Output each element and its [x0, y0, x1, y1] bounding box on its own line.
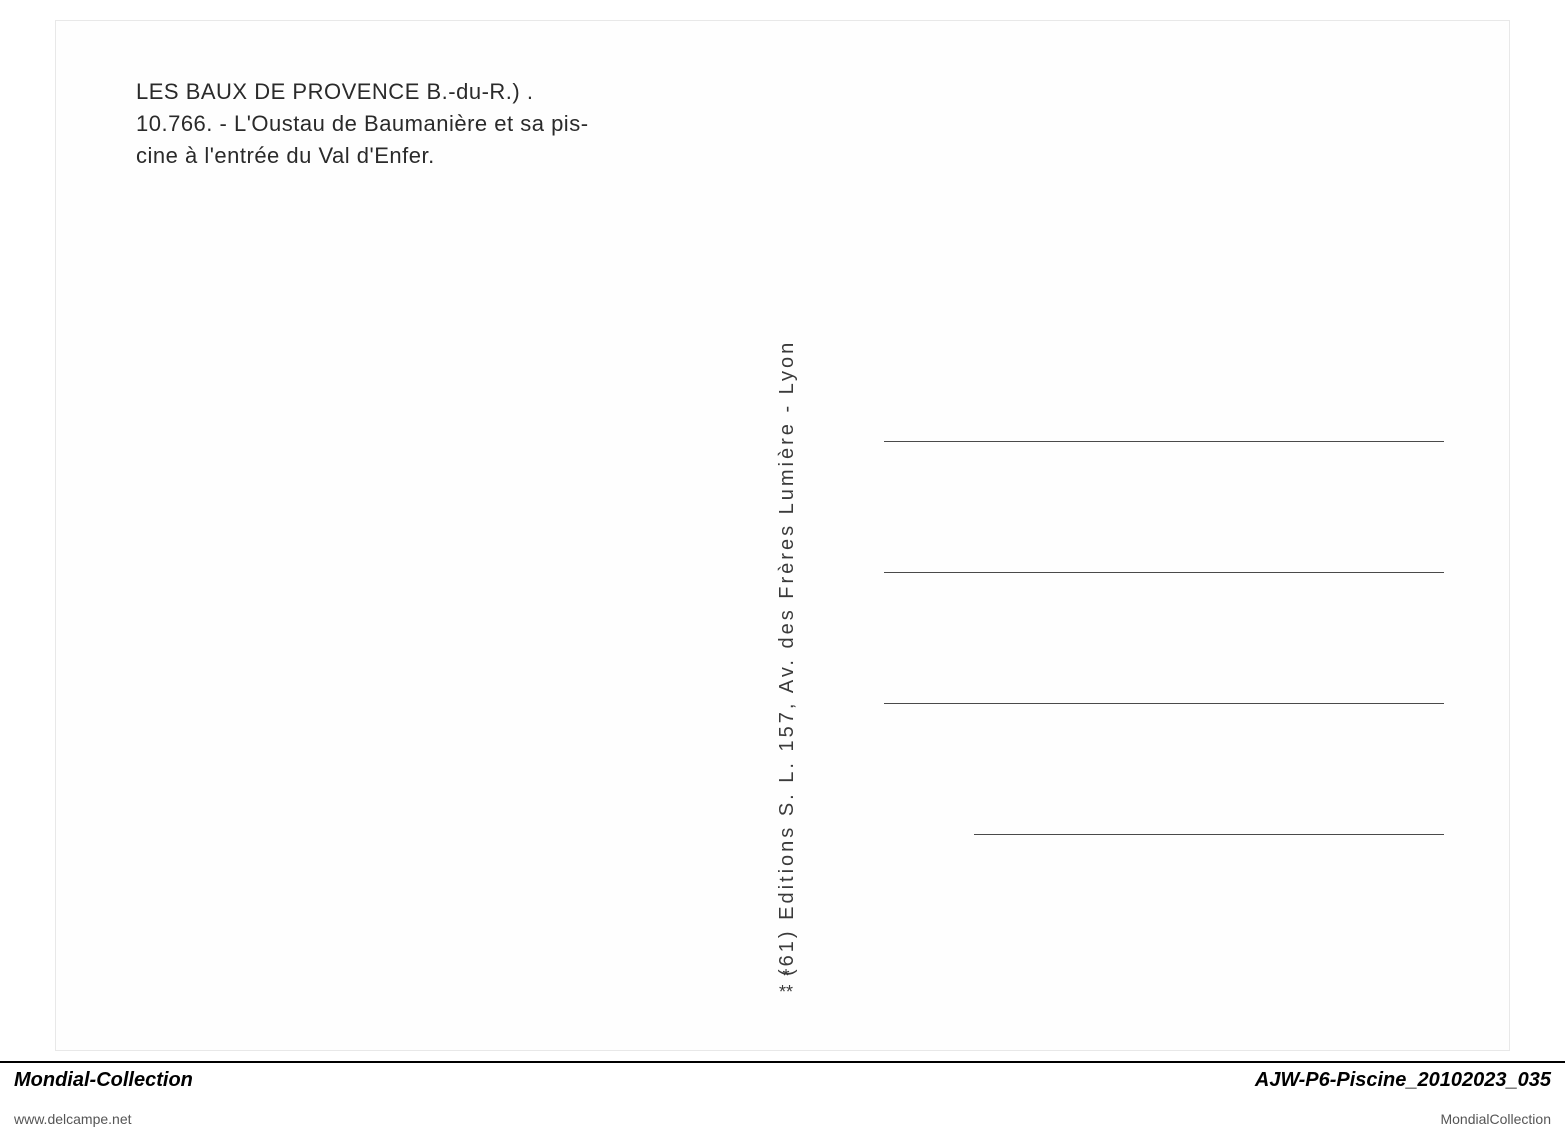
footer-url: www.delcampe.net	[14, 1111, 132, 1127]
address-area	[884, 441, 1444, 835]
title-line: LES BAUX DE PROVENCE B.-du-R.) .	[136, 76, 636, 108]
address-line-4	[974, 834, 1444, 835]
publisher-text: (61) Editions S. L. 157, Av. des Frères …	[776, 340, 799, 976]
caption-line: 10.766. - L'Oustau de Baumanière et sa p…	[136, 108, 636, 172]
footer-right-label: AJW-P6-Piscine_20102023_035	[1255, 1069, 1551, 1092]
footer-bottom-row: www.delcampe.net MondialCollection	[14, 1111, 1551, 1127]
location-name: LES BAUX DE PROVENCE	[136, 79, 420, 104]
asterisk-bottom: **	[774, 984, 798, 1000]
address-line-2	[884, 572, 1444, 573]
department-code: B.-du-R.) .	[427, 79, 534, 104]
footer-left-label: Mondial-Collection	[14, 1069, 193, 1092]
address-line-3	[884, 703, 1444, 704]
footer-credit: MondialCollection	[1440, 1111, 1551, 1127]
postcard-back: LES BAUX DE PROVENCE B.-du-R.) . 10.766.…	[55, 20, 1510, 1051]
page-footer: Mondial-Collection AJW-P6-Piscine_201020…	[0, 1061, 1565, 1131]
caption-block: LES BAUX DE PROVENCE B.-du-R.) . 10.766.…	[136, 76, 636, 172]
address-line-1	[884, 441, 1444, 442]
asterisk-mark: * **	[774, 968, 798, 1000]
footer-top-row: Mondial-Collection AJW-P6-Piscine_201020…	[0, 1063, 1565, 1092]
ref-number: 10.766.	[136, 111, 213, 136]
publisher-vertical: (61) Editions S. L. 157, Av. des Frères …	[776, 196, 806, 981]
